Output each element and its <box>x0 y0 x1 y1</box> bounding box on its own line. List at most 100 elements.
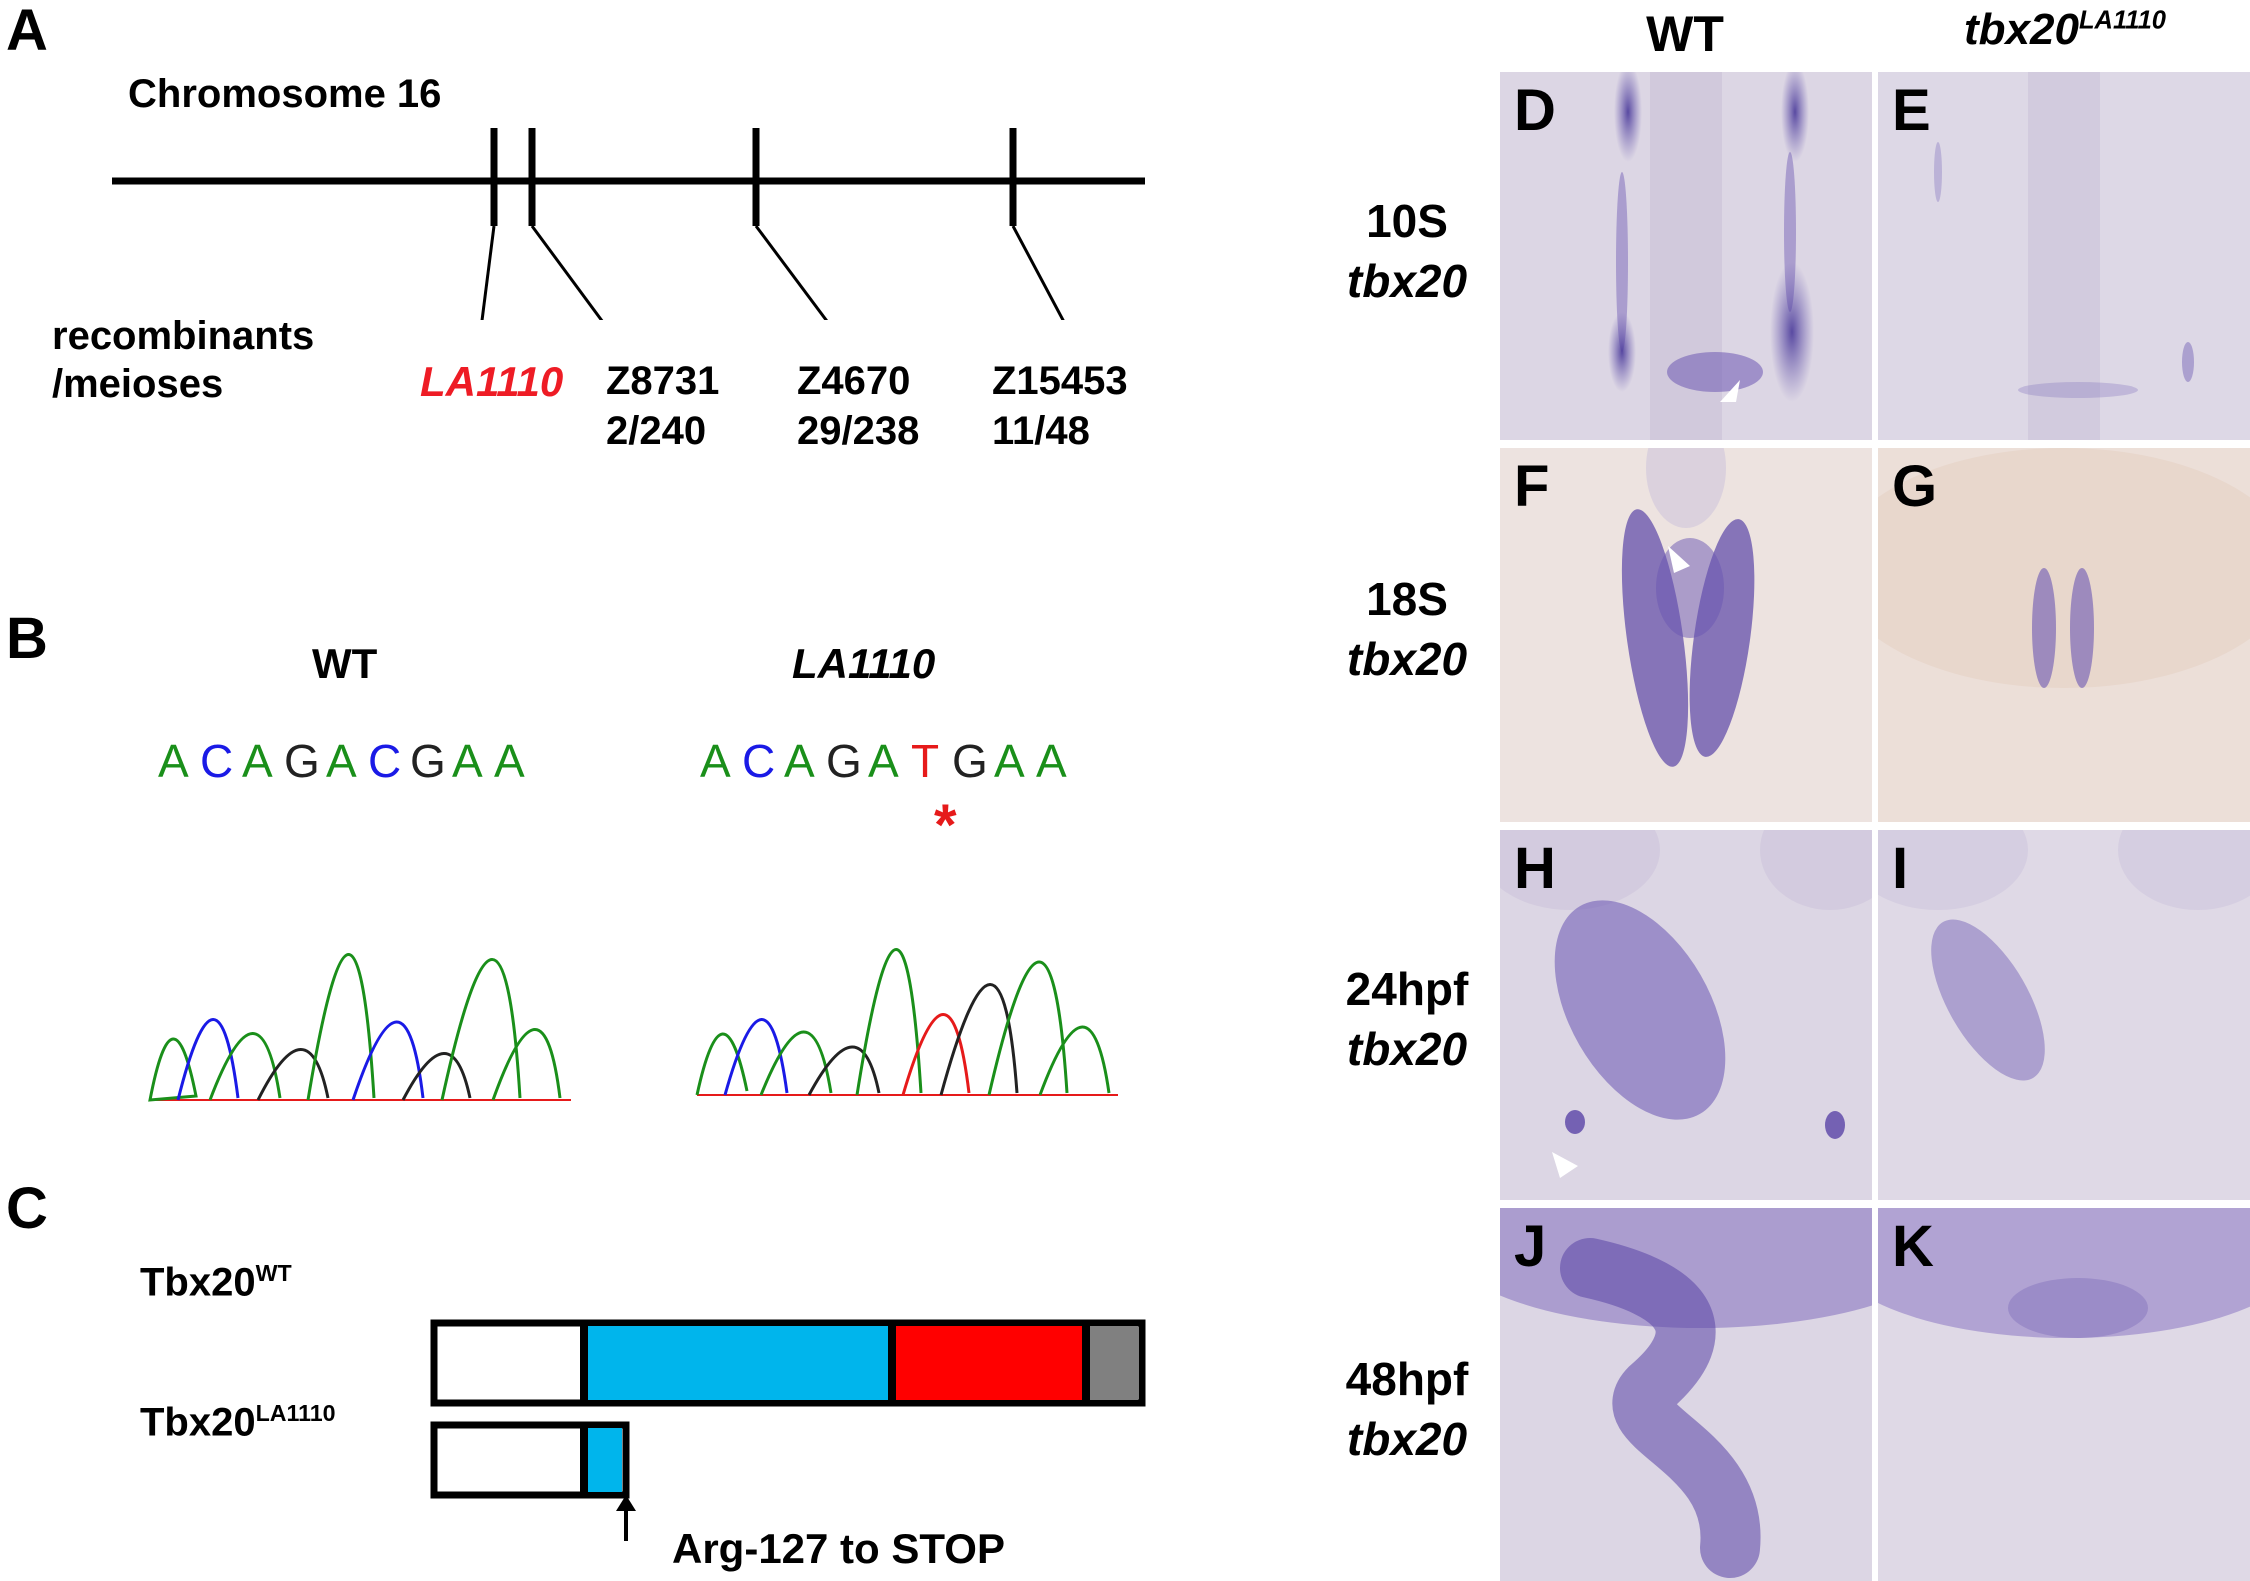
panel-letter-f: F <box>1514 454 1550 519</box>
stage-name: 24hpf <box>1345 963 1469 1015</box>
panel-letter-g: G <box>1892 454 1938 519</box>
panel-letter-i: I <box>1892 836 1909 901</box>
column-header-wt: WT <box>1646 6 1724 62</box>
wt-trace-title: WT <box>312 640 378 687</box>
panel-letter-h: H <box>1514 836 1556 901</box>
stage-name: 48hpf <box>1345 1353 1469 1405</box>
stage-name: 10S <box>1366 195 1448 247</box>
panel-letter-a: A <box>6 0 48 63</box>
column-header-mutant: tbx20LA1110 <box>1880 5 2250 55</box>
base-a: A <box>700 735 731 787</box>
gene-name: tbx20 <box>1346 1412 1468 1465</box>
peak-c <box>351 1020 425 1101</box>
wt-protein-name: Tbx20 <box>140 1260 256 1305</box>
panel-letter-d: D <box>1514 78 1556 143</box>
base-g: G <box>826 735 862 787</box>
base-a: A <box>494 735 525 787</box>
peak-a <box>855 948 923 1096</box>
base-a: A <box>1036 735 1067 787</box>
marker-name: Z4670 <box>797 359 911 403</box>
truncated-tbox-domain <box>588 1428 622 1492</box>
peak-g <box>939 983 1019 1096</box>
peak-a <box>987 960 1069 1096</box>
stage-label-18s: 18S tbx20 <box>1312 570 1502 690</box>
gene-name: tbx20 <box>1346 1022 1468 1075</box>
recombinants-line2: /meioses <box>52 362 224 406</box>
chromosome-label: Chromosome 16 <box>128 72 442 116</box>
insitu-photo-g: G <box>1878 448 2250 822</box>
peak-a <box>759 1030 833 1096</box>
base-a: A <box>868 735 899 787</box>
peak-a <box>208 1032 282 1101</box>
mutant-protein-label: Tbx20LA1110 <box>140 1400 336 1445</box>
base-a: A <box>784 735 815 787</box>
base-c: C <box>200 735 234 787</box>
peak-g <box>401 1052 472 1101</box>
peak-g <box>256 1048 330 1101</box>
connector-la1110 <box>480 225 496 320</box>
base-a: A <box>158 735 189 787</box>
connector-z15453 <box>1011 225 1065 320</box>
base-c: C <box>368 735 402 787</box>
peak-t <box>901 1013 971 1096</box>
base-t: T <box>910 735 940 787</box>
insitu-photo-e: E <box>1878 72 2250 440</box>
marker-z4670: Z4670 29/238 <box>797 356 919 456</box>
stop-label: Arg-127 to STOP <box>672 1525 1005 1572</box>
base-g: G <box>284 735 320 787</box>
wt-protein-sup: WT <box>255 1260 292 1286</box>
marker-name: Z15453 <box>992 359 1128 403</box>
recombinants-line1: recombinants <box>52 314 315 358</box>
marker-z8731: Z8731 2/240 <box>606 356 719 456</box>
peak-a <box>306 953 376 1101</box>
base-c: C <box>742 735 776 787</box>
gene-name: tbx20 <box>1346 632 1468 685</box>
insitu-photo-h: H <box>1500 830 1872 1200</box>
base-a: A <box>452 735 483 787</box>
marker-ratio: 11/48 <box>992 409 1090 453</box>
panel-letter-c: C <box>6 1176 48 1241</box>
insitu-photo-d: D <box>1500 72 1872 440</box>
mutant-trace-title: LA1110 <box>792 640 936 687</box>
marker-z15453: Z15453 11/48 <box>992 356 1128 456</box>
panel-letter-b: B <box>6 606 48 671</box>
connector-z8731 <box>530 225 604 320</box>
peak-c <box>176 1018 240 1101</box>
peak-a <box>440 958 522 1101</box>
mutant-protein-sup: LA1110 <box>255 1400 336 1426</box>
wt-chromatogram <box>148 953 571 1102</box>
marker-ratio: 29/238 <box>797 409 920 453</box>
base-a: A <box>242 735 273 787</box>
transactivation-domain <box>896 1326 1082 1400</box>
mutant-protein-name: Tbx20 <box>140 1400 256 1445</box>
tbox-domain <box>584 1326 892 1400</box>
column-header-mutant-gene: tbx20 <box>1964 5 2079 54</box>
mutation-asterisk: * <box>934 793 957 858</box>
marker-name: Z8731 <box>606 359 720 403</box>
panel-letter-e: E <box>1892 78 1931 143</box>
base-g: G <box>410 735 446 787</box>
recombinants-label: recombinants /meioses <box>52 312 314 408</box>
mutant-locus-label: LA1110 <box>420 358 564 405</box>
insitu-photo-k: K <box>1878 1208 2250 1581</box>
chromosome-map <box>112 128 1145 320</box>
mutant-chromatogram <box>695 948 1118 1096</box>
protein-diagram <box>430 1319 1146 1541</box>
peak-a <box>148 1037 198 1102</box>
insitu-photo-i: I <box>1878 830 2250 1200</box>
peak-a <box>695 1032 749 1096</box>
panel-letter-k: K <box>1892 1214 1934 1279</box>
peak-a <box>491 1028 562 1101</box>
stage-label-48hpf: 48hpf tbx20 <box>1312 1350 1502 1470</box>
peak-g <box>807 1045 881 1096</box>
stage-label-24hpf: 24hpf tbx20 <box>1312 960 1502 1080</box>
marker-ratio: 2/240 <box>606 409 707 453</box>
stage-name: 18S <box>1366 573 1448 625</box>
gene-name: tbx20 <box>1346 254 1468 307</box>
stop-arrow-head <box>616 1495 636 1511</box>
column-header-mutant-sup: LA1110 <box>2078 6 2166 35</box>
wt-protein-label: Tbx20WT <box>140 1260 292 1305</box>
connector-z4670 <box>754 225 828 320</box>
